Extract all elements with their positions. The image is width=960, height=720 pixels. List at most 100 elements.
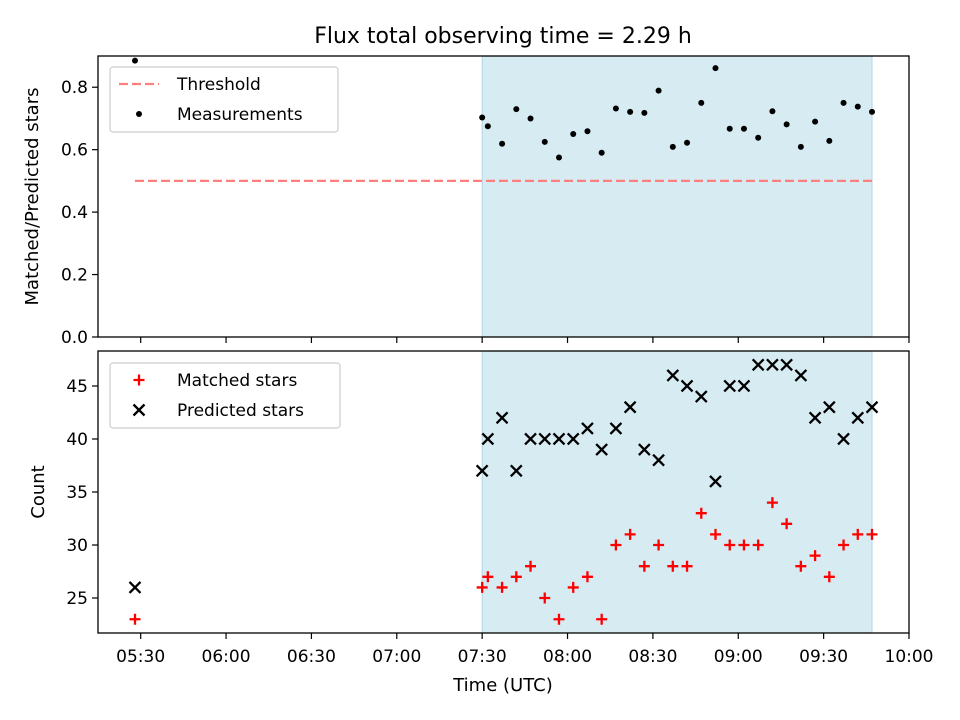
matched-stars-point — [539, 592, 551, 604]
x-tick-label: 07:30 — [458, 647, 507, 667]
matched-stars-point — [738, 539, 750, 551]
y-tick-label: 0.0 — [61, 328, 88, 348]
matched-stars-point — [667, 560, 679, 572]
matched-stars-point — [695, 507, 707, 519]
matched-stars-point — [838, 539, 850, 551]
legend-entry-label: Threshold — [176, 75, 261, 95]
y-tick-label: 0.4 — [61, 203, 88, 223]
y-tick-label: 45 — [66, 377, 88, 397]
x-tick-label: 05:30 — [116, 647, 165, 667]
measurement-point — [755, 134, 762, 141]
y-tick-label: 25 — [66, 589, 88, 609]
measurement-point — [499, 140, 506, 147]
y-tick-label: 40 — [66, 430, 88, 450]
measurement-point — [527, 115, 534, 122]
predicted-stars-point — [652, 453, 665, 467]
predicted-stars-point — [808, 411, 822, 425]
predicted-stars-point — [609, 422, 623, 435]
predicted-stars-point — [794, 369, 808, 382]
legend-entry-label: Predicted stars — [177, 401, 304, 421]
predicted-stars-point — [823, 400, 836, 414]
x-tick-label: 09:30 — [799, 647, 848, 667]
predicted-stars-point — [495, 411, 509, 425]
predicted-stars-point — [851, 411, 865, 425]
measurement-point — [612, 105, 619, 112]
x-tick-label: 08:00 — [543, 647, 592, 667]
measurement-point — [712, 65, 719, 72]
matched-stars-point — [129, 613, 141, 625]
y-axis-label: Count — [28, 465, 49, 518]
matched-stars-point — [809, 550, 821, 562]
matched-stars-point — [709, 528, 721, 540]
predicted-stars-point — [566, 432, 580, 446]
observing-interval-band — [481, 55, 873, 338]
measurement-point — [541, 138, 548, 145]
y-tick-label: 35 — [66, 483, 88, 503]
measurement-point — [698, 99, 705, 106]
predicted-stars-point — [552, 432, 566, 446]
matched-stars-point — [681, 560, 693, 572]
measurement-point — [598, 149, 605, 156]
measurement-point — [555, 154, 562, 161]
predicted-stars-point — [623, 400, 637, 414]
measurement-point — [769, 108, 776, 115]
y-tick-label: 0.2 — [61, 266, 88, 286]
x-tick-label: 06:30 — [287, 647, 336, 667]
predicted-stars-point — [128, 581, 142, 594]
matched-stars-point — [510, 571, 522, 583]
legend-measurement-swatch — [136, 111, 142, 117]
measurement-point — [840, 99, 847, 106]
predicted-stars-point — [780, 358, 793, 372]
predicted-stars-point — [723, 379, 737, 393]
predicted-stars-point — [581, 422, 594, 435]
legend-entry-label: Matched stars — [177, 371, 297, 391]
y-axis-label: Matched/Predicted stars — [22, 88, 43, 306]
predicted-stars-point — [595, 443, 608, 456]
predicted-stars-point — [481, 432, 495, 446]
matched-stars-point — [610, 539, 622, 551]
measurement-point — [783, 121, 790, 128]
matched-stars-point — [567, 581, 579, 593]
measurement-point — [740, 125, 747, 132]
y-tick-label: 0.8 — [61, 78, 88, 98]
matched-stars-point — [766, 497, 778, 509]
measurement-point — [797, 143, 804, 150]
measurement-point — [513, 106, 520, 113]
count-panel: 25 30 35 40 45 05:30 06:00 06:30 07:00 07:30 08:00… — [28, 350, 934, 667]
plot-frame — [97, 350, 910, 634]
measurement-point — [627, 108, 634, 115]
matched-stars-point — [624, 528, 636, 540]
y-tick-label: 30 — [66, 536, 88, 556]
matched-stars-point — [653, 539, 665, 551]
measurement-point — [479, 114, 486, 121]
legend: Threshold Measurements — [109, 66, 339, 133]
legend-box — [109, 362, 341, 429]
predicted-stars-point — [475, 464, 489, 478]
matched-stars-point — [581, 571, 593, 583]
legend-matched-swatch — [133, 374, 145, 386]
x-tick-label: 07:00 — [372, 647, 421, 667]
measurement-point — [684, 139, 691, 146]
matched-stars-point — [476, 581, 488, 593]
measurement-point — [484, 123, 491, 130]
predicted-stars-point — [751, 358, 765, 372]
matched-stars-point — [795, 560, 807, 572]
observing-interval-band — [481, 350, 873, 634]
matched-stars-point — [866, 528, 878, 540]
x-tick-label: 09:00 — [714, 647, 763, 667]
legend-predicted-swatch — [132, 403, 146, 417]
measurement-point — [826, 137, 833, 144]
chart-title: Flux total observing time = 2.29 h — [314, 24, 692, 49]
measurement-point — [812, 118, 819, 125]
predicted-stars-point — [524, 432, 537, 446]
matched-stars-point — [752, 539, 764, 551]
predicted-stars-point — [737, 379, 751, 393]
measurement-point — [584, 128, 591, 135]
measurement-point — [726, 125, 733, 132]
plot-frame — [97, 55, 910, 338]
x-tick-label: 08:30 — [628, 647, 677, 667]
matched-stars-point — [496, 581, 508, 593]
predicted-stars-point — [865, 400, 879, 414]
x-tick-label: 10:00 — [885, 647, 934, 667]
